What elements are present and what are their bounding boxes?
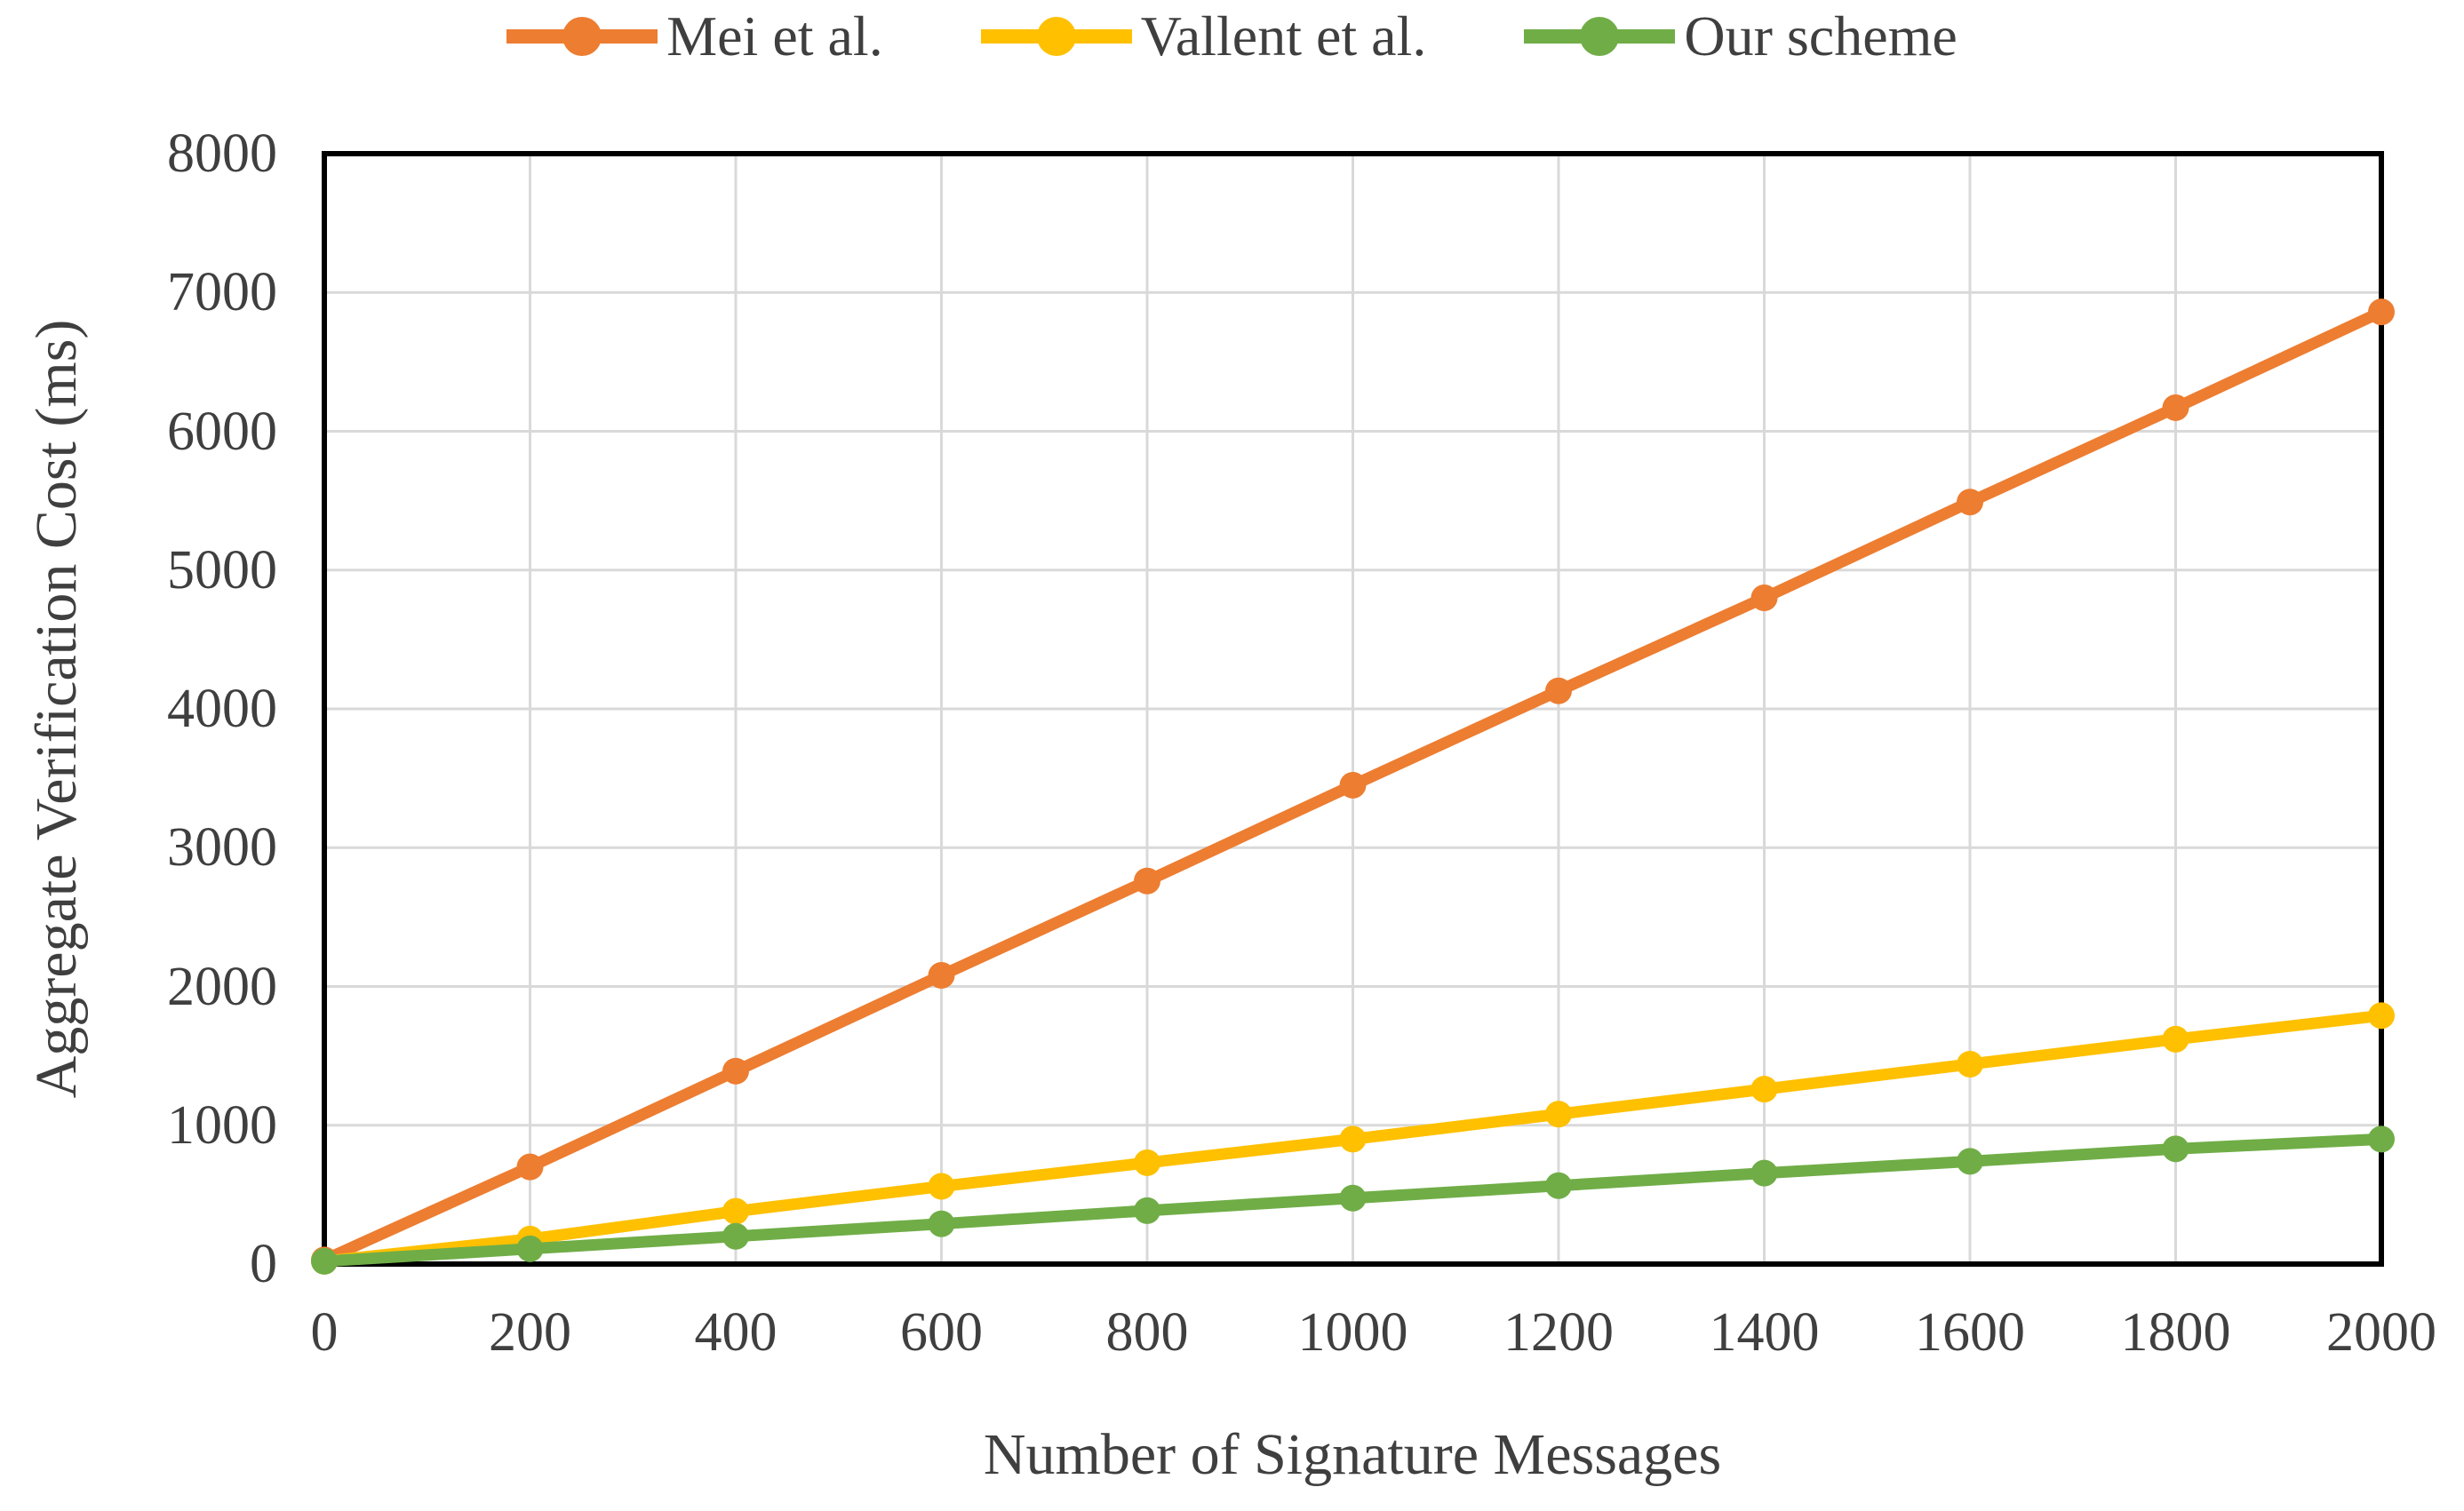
x-tick-label: 1200 xyxy=(1503,1302,1614,1363)
y-tick-label: 7000 xyxy=(167,262,277,323)
x-tick-label: 200 xyxy=(489,1302,571,1363)
data-point xyxy=(1339,1184,1367,1212)
data-point xyxy=(516,1235,544,1262)
y-tick-label: 0 xyxy=(250,1234,277,1294)
legend-item-our-scheme: Our scheme xyxy=(1524,4,1958,69)
x-tick-label: 1000 xyxy=(1297,1302,1408,1363)
data-point xyxy=(928,1210,955,1237)
data-point xyxy=(1134,1149,1160,1176)
data-point xyxy=(2162,394,2189,421)
data-point xyxy=(1134,1197,1160,1224)
data-point xyxy=(1750,1076,1778,1103)
data-point xyxy=(928,1173,955,1200)
legend-label: Vallent et al. xyxy=(1140,4,1427,68)
legend-line-marker-icon xyxy=(980,17,1132,56)
data-point xyxy=(2162,1025,2189,1053)
x-tick-label: 800 xyxy=(1105,1302,1189,1363)
legend-item-mei: Mei et al. xyxy=(506,4,883,69)
y-tick-label: 5000 xyxy=(167,539,277,600)
legend-label: Our scheme xyxy=(1684,4,1958,68)
data-point xyxy=(928,962,955,989)
data-point xyxy=(1750,1159,1778,1187)
legend-line-marker-icon xyxy=(1524,17,1676,56)
x-tick-label: 1800 xyxy=(2120,1302,2231,1363)
x-tick-label: 600 xyxy=(900,1302,983,1363)
x-tick-label: 400 xyxy=(694,1302,777,1363)
data-point xyxy=(1545,677,1572,704)
y-tick-label: 3000 xyxy=(167,817,277,879)
data-point xyxy=(1957,489,1983,516)
data-point xyxy=(1957,1051,1983,1078)
data-point xyxy=(1750,585,1778,611)
y-tick-label: 2000 xyxy=(167,956,277,1017)
y-tick-label: 6000 xyxy=(167,401,277,462)
data-point xyxy=(1134,867,1160,895)
x-tick-label: 2000 xyxy=(2326,1302,2436,1363)
legend-label: Mei et al. xyxy=(666,4,883,68)
data-point xyxy=(516,1153,544,1181)
data-point xyxy=(311,1247,338,1275)
data-point xyxy=(722,1197,749,1225)
data-point xyxy=(2162,1135,2189,1163)
x-tick-label: 1600 xyxy=(1915,1302,2025,1363)
data-point xyxy=(1545,1172,1572,1199)
data-point xyxy=(722,1057,749,1085)
x-tick-label: 0 xyxy=(310,1302,339,1363)
legend-line-marker-icon xyxy=(506,17,658,56)
y-tick-label: 1000 xyxy=(167,1094,277,1156)
data-point xyxy=(2368,298,2395,326)
x-axis-title: Number of Signature Messages xyxy=(983,1422,1722,1487)
data-point xyxy=(1545,1101,1572,1128)
chart-legend: Mei et al. Vallent et al. Our scheme xyxy=(0,4,2464,69)
x-tick-label: 1400 xyxy=(1709,1302,1820,1363)
data-point xyxy=(2368,1002,2395,1030)
data-point xyxy=(722,1222,749,1250)
legend-item-vallent: Vallent et al. xyxy=(980,4,1427,69)
data-point xyxy=(1339,1125,1367,1153)
y-axis-title: Aggregate Verification Cost (ms) xyxy=(24,319,89,1099)
data-point xyxy=(1339,771,1367,799)
y-tick-label: 4000 xyxy=(167,679,277,739)
data-point xyxy=(2368,1125,2395,1153)
data-point xyxy=(1957,1148,1983,1175)
axes-border xyxy=(322,151,2384,1267)
y-tick-label: 8000 xyxy=(167,123,277,184)
